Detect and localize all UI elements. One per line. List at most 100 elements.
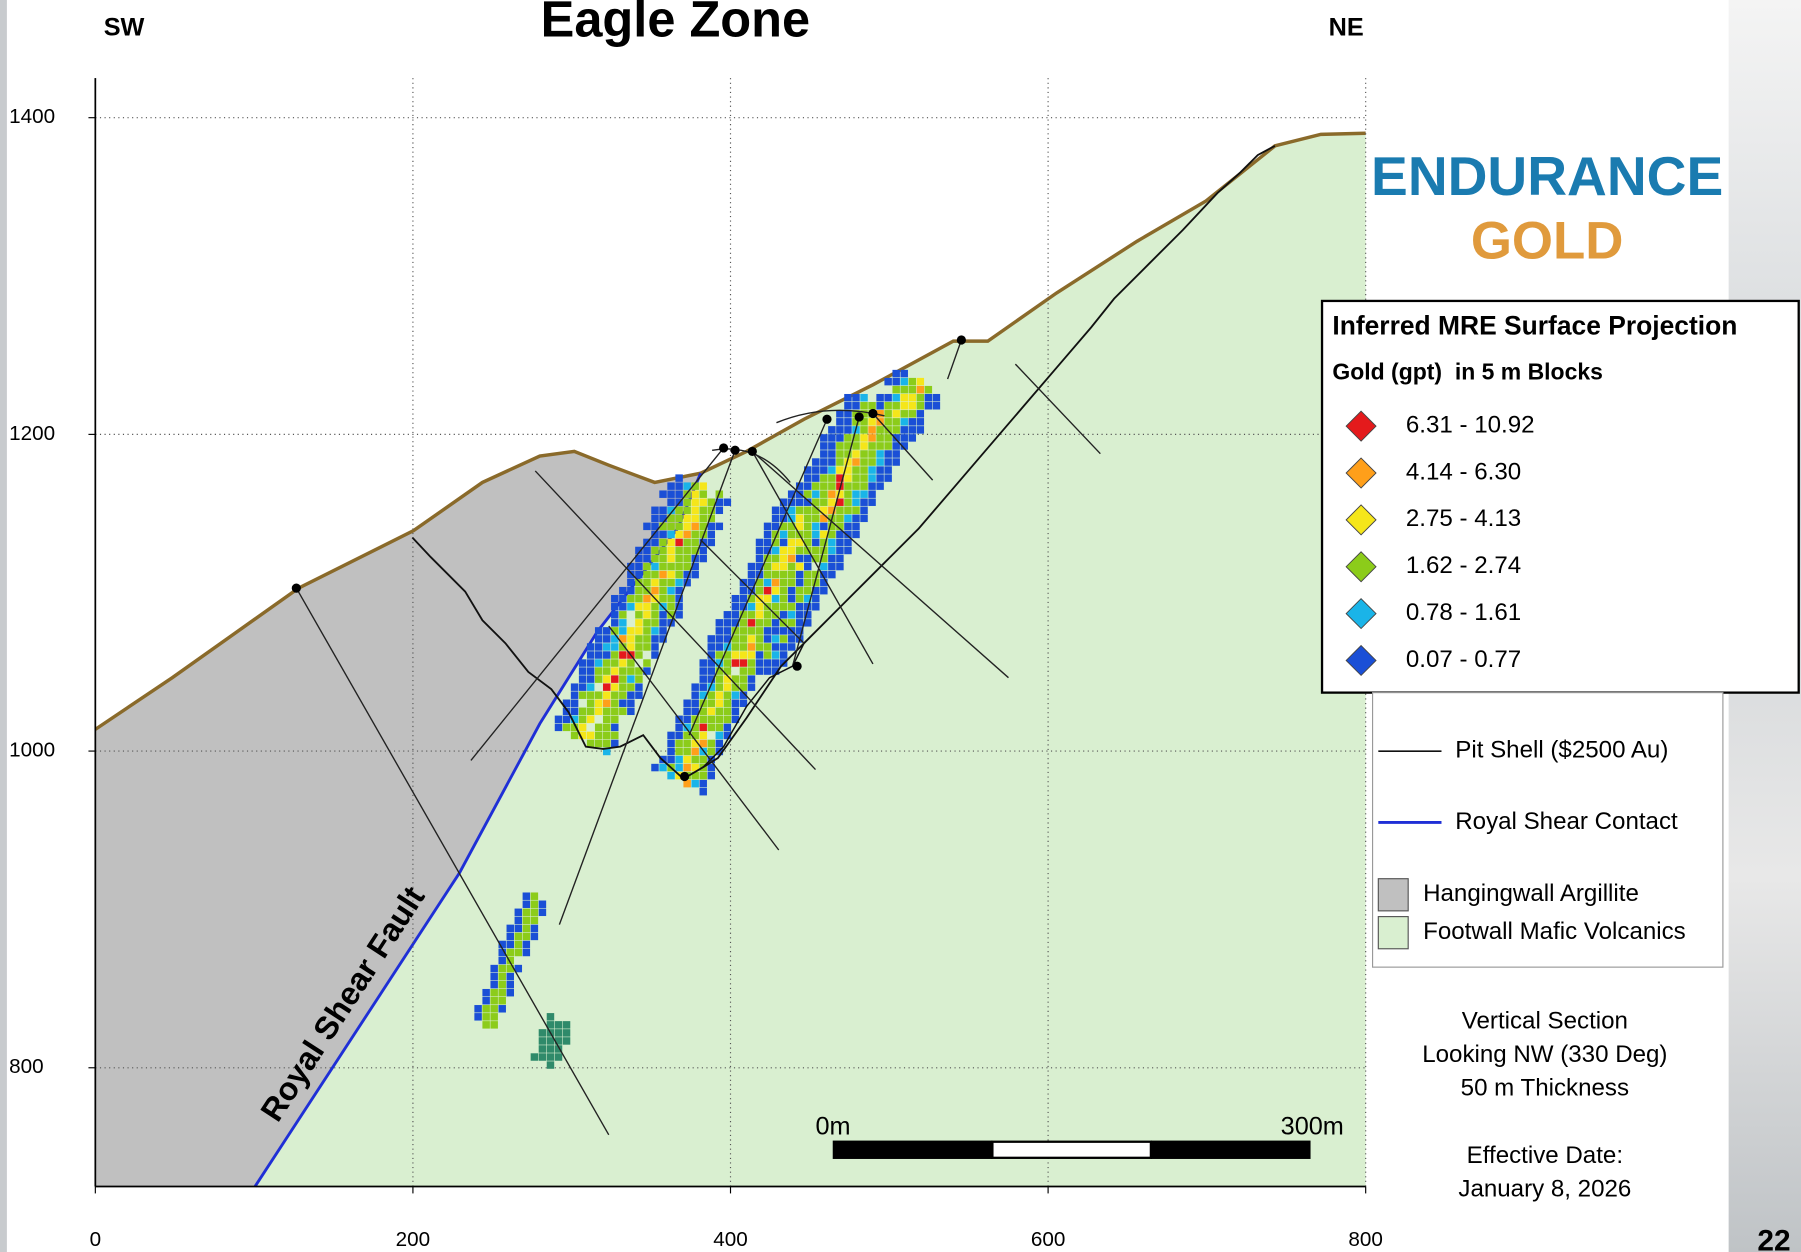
legend-swatch: [1345, 504, 1377, 536]
block: [844, 458, 852, 466]
block: [876, 426, 884, 434]
block: [651, 538, 659, 547]
block: [852, 530, 860, 539]
block: [804, 506, 812, 515]
block: [771, 522, 780, 531]
block: [795, 570, 804, 579]
block: [723, 723, 732, 732]
block: [747, 643, 756, 651]
block: [876, 442, 884, 450]
block: [715, 659, 724, 667]
block: [731, 683, 740, 691]
block: [691, 739, 699, 748]
block: [691, 747, 699, 756]
block: [763, 586, 772, 595]
block: [804, 554, 812, 563]
block: [828, 562, 836, 571]
block: [876, 450, 884, 458]
block: [683, 707, 691, 716]
block: [900, 377, 908, 386]
block: [836, 506, 844, 515]
block: [506, 972, 514, 981]
pit-shell: [411, 145, 1276, 780]
block: [787, 538, 796, 547]
block: [795, 594, 804, 603]
block: [635, 570, 643, 579]
feature-swatch: [1377, 878, 1409, 912]
block: [763, 611, 772, 619]
block: [860, 466, 868, 474]
block: [651, 530, 659, 539]
block: [578, 683, 587, 691]
block: [828, 458, 836, 466]
block: [586, 675, 595, 683]
block: [707, 506, 716, 515]
block: [675, 723, 683, 732]
block: [755, 643, 764, 651]
block: [603, 707, 611, 716]
block: [699, 667, 707, 675]
block: [691, 530, 699, 539]
logo-line1: ENDURANCE: [1371, 145, 1723, 207]
block: [554, 1029, 563, 1037]
block: [675, 530, 683, 539]
drill-hole: [751, 450, 1009, 679]
block: [627, 691, 635, 699]
block: [715, 627, 724, 635]
block: [828, 426, 836, 434]
block: [530, 916, 539, 925]
block: [707, 667, 716, 675]
block: [916, 377, 925, 386]
block: [892, 458, 900, 466]
block: [884, 402, 892, 410]
block: [787, 643, 796, 651]
legend-label: 0.78 - 1.61: [1406, 599, 1521, 626]
block: [699, 787, 707, 796]
block: [804, 514, 812, 523]
collar: [792, 661, 802, 671]
block: [643, 603, 651, 611]
block: [667, 739, 675, 748]
legend-swatch: [1345, 410, 1377, 442]
block: [490, 997, 498, 1005]
block: [868, 434, 876, 442]
block: [747, 594, 756, 603]
block: [683, 522, 691, 531]
block: [812, 506, 820, 515]
block: [498, 956, 506, 965]
block: [699, 691, 707, 699]
block: [739, 675, 748, 683]
block: [795, 578, 804, 587]
block: [490, 964, 498, 973]
block: [707, 763, 716, 772]
block: [763, 667, 772, 675]
block: [787, 619, 796, 627]
block: [787, 522, 796, 531]
note: Looking NW (330 Deg): [1422, 1041, 1667, 1068]
block: [635, 546, 643, 555]
block: [490, 972, 498, 981]
block: [659, 578, 667, 587]
block: [699, 506, 707, 515]
block: [683, 482, 691, 490]
block: [627, 707, 635, 716]
block: [844, 490, 852, 498]
block: [554, 715, 563, 724]
block: [779, 651, 788, 659]
block: [812, 603, 820, 611]
block: [852, 418, 860, 426]
y-tick-label: 1400: [9, 105, 55, 128]
block: [795, 538, 804, 547]
block: [659, 554, 667, 563]
legend-swatch: [1345, 598, 1377, 630]
block: [739, 619, 748, 627]
block: [900, 434, 908, 442]
block: [611, 691, 619, 699]
block: [876, 402, 884, 410]
block: [691, 755, 699, 764]
block: [675, 562, 683, 571]
block: [804, 474, 812, 482]
block: [699, 546, 707, 555]
block: [779, 603, 788, 611]
block: [498, 964, 506, 973]
